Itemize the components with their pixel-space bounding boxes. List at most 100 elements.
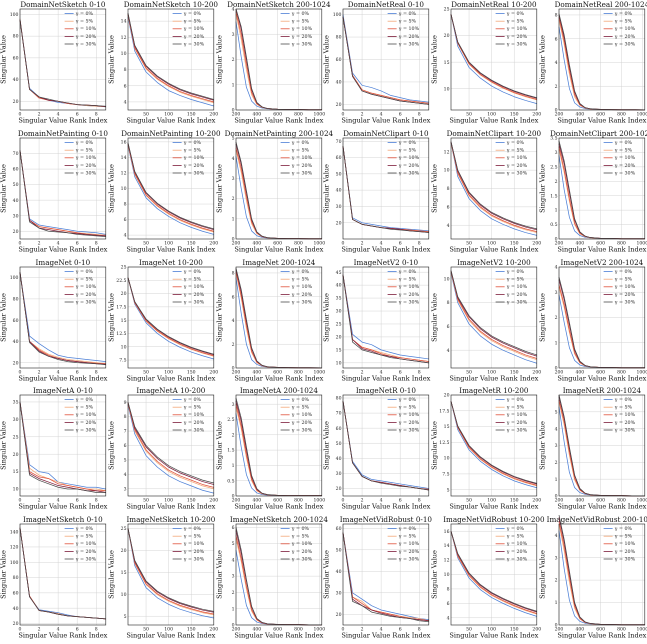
legend-label: γ = 10% <box>183 413 204 419</box>
x-tick-label: 100 <box>487 369 496 375</box>
x-tick-label: 200 <box>533 111 542 117</box>
x-tick-label: 50 <box>143 369 149 375</box>
x-tick-label: 200 <box>231 240 240 246</box>
plot-frame <box>450 395 538 497</box>
x-tick-label: 1000 <box>313 111 325 117</box>
x-tick-label: 600 <box>273 111 282 117</box>
y-tick-label: 10 <box>120 592 126 598</box>
x-axis-label: Singular Value Rank Index <box>18 503 107 511</box>
x-tick-label: 100 <box>487 498 496 504</box>
y-tick-label: 80 <box>13 34 19 40</box>
plot-frame <box>558 8 646 111</box>
subplot-title: DomainNetSketch 10-200 <box>124 0 219 9</box>
x-tick-label: 400 <box>252 627 261 633</box>
x-tick-label: 6 <box>399 369 402 375</box>
series-line-0 <box>450 14 538 104</box>
legend-label: γ = 20% <box>183 420 204 426</box>
subplot-8: DomainNetPainting 200-1024 0 1 2 3 4 5 200 400 60… <box>215 129 333 253</box>
legend-label: γ = 20% <box>76 163 97 169</box>
subplot-20: ImageNetA 200-1024 0 0.5 1 1.5 2 2.5 3 200 400 600… <box>215 386 325 510</box>
y-tick-label: 100 <box>333 12 342 18</box>
series-line-4 <box>450 14 538 99</box>
plot-frame <box>558 523 646 626</box>
legend-label: γ = 20% <box>507 291 528 297</box>
y-tick-label: 50 <box>336 441 342 447</box>
y-tick-label: 60 <box>13 591 19 597</box>
subplot-title: DomainNetClipart 10-200 <box>447 129 542 138</box>
legend-label: γ = 30% <box>76 428 97 434</box>
y-tick-label: 6 <box>447 601 450 607</box>
series-line-4 <box>127 277 214 355</box>
series-line-4 <box>235 527 322 626</box>
legend-label: γ = 10% <box>507 284 528 290</box>
legend-label: γ = 5% <box>615 276 633 282</box>
y-axis-label: Singular Value <box>538 35 546 84</box>
subplot-title: DomainNetSketch 200-1024 <box>227 0 331 9</box>
y-tick-label: 0 <box>231 623 234 629</box>
x-tick-label: 1000 <box>313 498 325 504</box>
plot-frame <box>19 137 107 240</box>
x-tick-label: 6 <box>399 498 402 504</box>
series-line-2 <box>450 531 538 615</box>
series-line-2 <box>127 277 214 356</box>
x-axis-label: Singular Value Rank Index <box>18 245 107 253</box>
y-tick-label: 70 <box>336 411 342 417</box>
y-tick-label: 40 <box>13 77 19 83</box>
y-tick-label: 17.5 <box>439 409 449 415</box>
x-axis-label: Singular Value Rank Index <box>557 503 646 511</box>
x-tick-label: 800 <box>617 369 626 375</box>
y-tick-label: 12 <box>444 558 450 564</box>
y-tick-label: 4 <box>447 616 450 622</box>
x-tick-label: 150 <box>510 627 519 633</box>
x-axis-label: Singular Value Rank Index <box>18 116 107 124</box>
x-axis-label: Singular Value Rank Index <box>234 245 323 253</box>
y-tick-label: 20 <box>13 452 19 458</box>
y-tick-label: 3 <box>555 289 558 295</box>
x-tick-label: 4 <box>57 369 60 375</box>
x-tick-label: 2 <box>38 498 41 504</box>
y-tick-label: 3 <box>231 574 234 580</box>
x-tick-label: 800 <box>294 111 303 117</box>
y-tick-label: 80 <box>336 35 342 41</box>
y-tick-label: 10 <box>336 360 342 366</box>
legend-label: γ = 20% <box>507 420 528 426</box>
y-tick-label: 8 <box>123 415 126 421</box>
subplot-title: ImageNetV2 200-1024 <box>561 258 644 267</box>
legend-label: γ = 5% <box>507 276 525 282</box>
legend-label: γ = 20% <box>615 163 636 169</box>
legend-label: γ = 30% <box>399 170 420 176</box>
y-tick-label: 20 <box>336 612 342 618</box>
x-axis-label: Singular Value Rank Index <box>342 503 431 511</box>
legend-label: γ = 10% <box>399 541 420 547</box>
subplot-26: ImageNetSketch 200-1024 0 1 2 3 4 5 6 200 400 600 8… <box>215 515 328 639</box>
x-tick-label: 50 <box>143 627 149 633</box>
legend-label: γ = 0% <box>507 269 525 275</box>
plot-frame <box>343 395 430 497</box>
y-tick-label: 7 <box>123 429 126 435</box>
legend-label: γ = 0% <box>76 397 94 403</box>
y-tick-label: 0 <box>555 365 558 371</box>
x-tick-label: 6 <box>76 369 79 375</box>
y-tick-label: 10 <box>120 186 126 192</box>
y-tick-label: 4 <box>231 156 234 162</box>
x-tick-label: 200 <box>555 240 564 246</box>
x-tick-label: 200 <box>231 498 240 504</box>
y-axis-label: Singular Value <box>0 421 7 470</box>
legend-label: γ = 10% <box>183 26 204 32</box>
legend-label: γ = 20% <box>399 291 420 297</box>
subplot-12: ImageNet 0-10 20 40 60 80 100 0 2 4 6 8 γ = 0%γ = 5… <box>0 258 108 382</box>
y-tick-label: 40 <box>336 80 342 86</box>
subplot-10: DomainNetClipart 10-200 4 6 8 10 12 50 100 150 20… <box>431 129 542 253</box>
subplot-title: DomainNetPainting 10-200 <box>121 129 221 138</box>
plot-frame <box>235 523 322 626</box>
x-tick-label: 50 <box>466 369 472 375</box>
x-tick-label: 4 <box>57 627 60 633</box>
subplot-title: ImageNet 200-1024 <box>242 258 315 267</box>
legend-label: γ = 10% <box>76 284 97 290</box>
y-tick-label: 3 <box>123 487 126 493</box>
legend-label: γ = 10% <box>615 26 636 32</box>
legend-label: γ = 0% <box>76 269 94 275</box>
series-line-4 <box>450 270 538 355</box>
x-tick-label: 2 <box>361 369 364 375</box>
x-axis-label: Singular Value Rank Index <box>557 116 646 124</box>
